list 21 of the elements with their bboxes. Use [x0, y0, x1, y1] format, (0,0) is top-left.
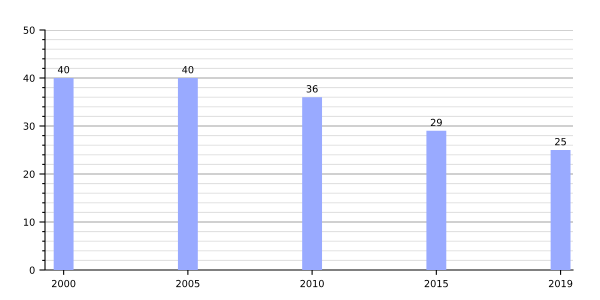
data-label: 40: [182, 66, 194, 74]
y-tick-label: 10: [24, 218, 35, 226]
data-label: 29: [430, 118, 442, 126]
y-tick-label: 40: [23, 74, 35, 82]
bar: [302, 97, 322, 270]
y-tick-label: 50: [24, 26, 35, 34]
y-tick-label: 30: [24, 122, 35, 130]
bar: [54, 78, 74, 270]
x-tick-label: 2000: [52, 280, 76, 288]
x-tick-label: 2019: [548, 280, 572, 288]
x-tick-label: 2010: [300, 280, 324, 288]
y-tick-label: 20: [24, 170, 35, 178]
bar: [426, 130, 446, 270]
x-tick-label: 2015: [424, 280, 448, 288]
data-label: 36: [306, 85, 318, 93]
bar: [178, 78, 198, 270]
data-label: 25: [555, 138, 566, 146]
data-label: 40: [58, 66, 70, 74]
y-tick-label: 0: [30, 266, 35, 274]
bar: [550, 150, 571, 270]
x-tick-label: 2005: [176, 280, 200, 288]
